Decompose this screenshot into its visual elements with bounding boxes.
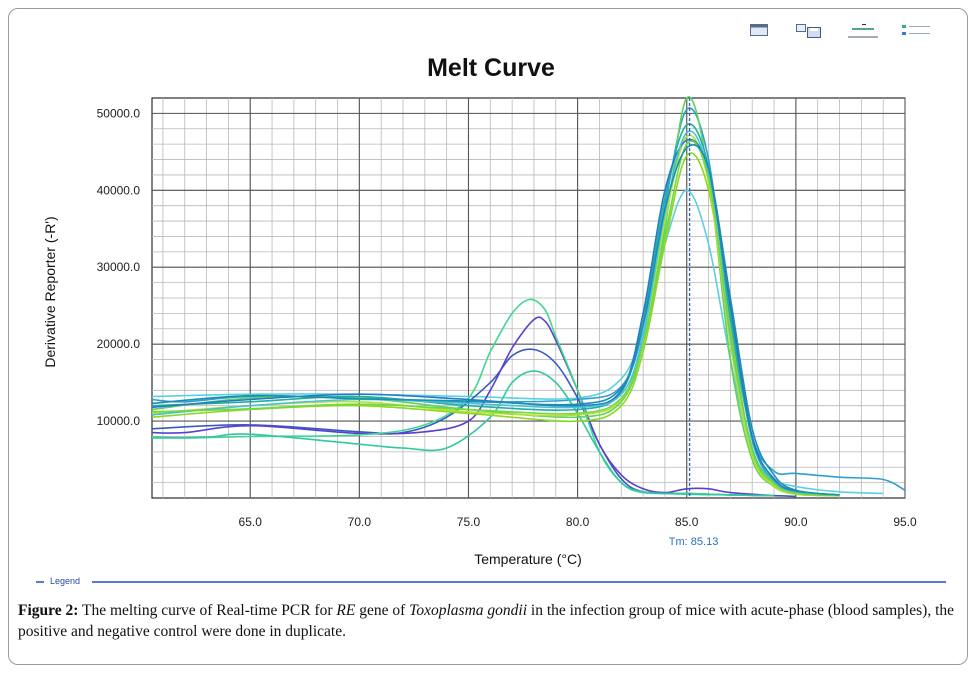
- series-line-6: [151, 370, 775, 497]
- x-tick-label: 90.0: [784, 515, 808, 529]
- legend-bar[interactable]: Legend: [36, 576, 946, 590]
- major-grid: [152, 98, 906, 498]
- save-icon[interactable]: [796, 24, 822, 38]
- caption-text-3: in the infection group of mice with acut…: [18, 602, 954, 640]
- legend-divider: [92, 581, 946, 583]
- chart-title: Melt Curve: [427, 54, 555, 82]
- caption-organism: Toxoplasma gondii: [409, 602, 528, 619]
- x-axis-label: Temperature (°C): [474, 551, 582, 567]
- caption-text-1: The melting curve of Real-time PCR for: [78, 602, 337, 619]
- chart-toolbar: [748, 20, 938, 42]
- x-tick-label: 85.0: [675, 515, 699, 529]
- y-axis-label: Derivative Reporter (-R'): [42, 216, 58, 367]
- x-tick-label: 70.0: [348, 515, 372, 529]
- y-tick-label: 40000.0: [97, 183, 141, 197]
- chart-options-icon[interactable]: [848, 24, 880, 38]
- y-tick-label: 30000.0: [97, 260, 141, 274]
- caption-gene: RE: [336, 602, 356, 619]
- series-line-10: [151, 123, 840, 496]
- tm-annotation-label: Tm: 85.13: [669, 536, 719, 548]
- legend-toggle-icon[interactable]: [902, 24, 932, 38]
- series-layer: [151, 95, 906, 498]
- y-tick-label: 50000.0: [97, 106, 141, 120]
- series-line-4: [151, 316, 775, 497]
- y-tick-label: 10000.0: [97, 414, 141, 428]
- series-line-13: [151, 140, 840, 497]
- melt-curve-chart: Melt Curve 65.0 70.0 75.0 80.0 85.0 90.0 95.0 …: [42, 54, 917, 567]
- x-axis-ticks: 65.0 70.0 75.0 80.0 85.0 90.0 95.0: [239, 515, 917, 529]
- x-tick-label: 65.0: [239, 515, 263, 529]
- figure-caption: Figure 2: The melting curve of Real-time…: [18, 600, 963, 642]
- x-tick-label: 95.0: [893, 515, 917, 529]
- series-line-9: [151, 134, 840, 497]
- y-axis-ticks: 10000.0 20000.0 30000.0 40000.0 50000.0: [97, 106, 141, 428]
- caption-figure-label: Figure 2:: [18, 602, 79, 619]
- series-line-14: [151, 144, 840, 496]
- x-tick-label: 75.0: [457, 515, 481, 529]
- series-line-11: [151, 138, 840, 496]
- legend-corner: [36, 581, 44, 583]
- window-icon[interactable]: [750, 24, 768, 36]
- y-tick-label: 20000.0: [97, 337, 141, 351]
- x-tick-label: 80.0: [566, 515, 590, 529]
- legend-label: Legend: [50, 576, 81, 586]
- caption-text-2: gene of: [355, 602, 410, 619]
